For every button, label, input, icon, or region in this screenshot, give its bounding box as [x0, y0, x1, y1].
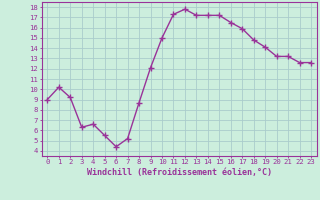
X-axis label: Windchill (Refroidissement éolien,°C): Windchill (Refroidissement éolien,°C): [87, 168, 272, 177]
